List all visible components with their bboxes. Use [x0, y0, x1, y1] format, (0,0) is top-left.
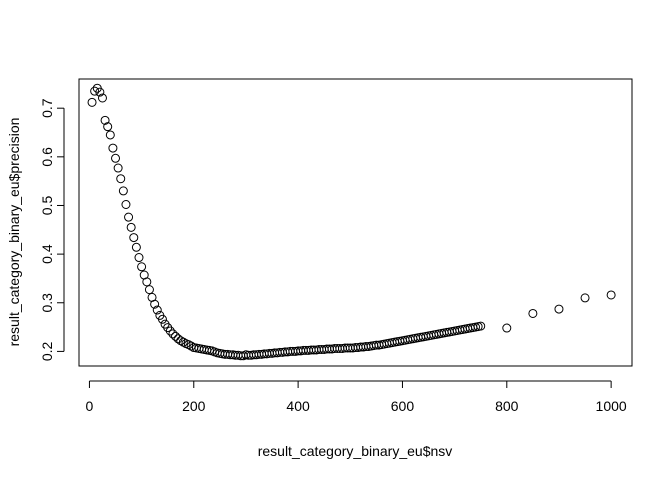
- data-point: [118, 186, 128, 196]
- data-point: [103, 122, 113, 132]
- data-point: [502, 323, 512, 333]
- data-point: [129, 233, 139, 243]
- y-tick-label: 0.6: [39, 147, 55, 167]
- data-point: [528, 308, 538, 318]
- x-axis-title: result_category_binary_eu$nsv: [258, 443, 453, 459]
- y-tick-label: 0.7: [39, 98, 55, 118]
- data-point: [90, 86, 100, 96]
- data-point: [97, 93, 107, 103]
- data-point: [150, 299, 160, 309]
- plot-frame: [78, 78, 633, 367]
- data-points: [87, 83, 616, 361]
- data-point: [184, 340, 194, 350]
- data-point: [87, 97, 97, 107]
- y-tick-label: 0.4: [39, 244, 55, 264]
- x-tick-label: 200: [182, 398, 206, 414]
- data-point: [606, 290, 616, 300]
- data-point: [152, 305, 162, 315]
- data-point: [176, 336, 186, 346]
- data-point: [186, 341, 196, 351]
- data-point: [157, 314, 167, 324]
- y-tick-label: 0.3: [39, 293, 55, 313]
- y-tick-label: 0.5: [39, 196, 55, 216]
- x-tick-label: 800: [495, 398, 519, 414]
- data-point: [476, 321, 486, 331]
- data-point: [111, 153, 121, 163]
- data-point: [116, 174, 126, 184]
- x-axis: 0 200 400 600 800 1000: [86, 380, 627, 414]
- y-axis: 0.2 0.3 0.4 0.5 0.6 0.7: [39, 98, 65, 361]
- data-point: [171, 331, 181, 341]
- x-tick-label: 400: [286, 398, 310, 414]
- data-point: [580, 293, 590, 303]
- data-point: [144, 285, 154, 295]
- data-point: [554, 304, 564, 314]
- data-point: [95, 87, 105, 97]
- data-point: [131, 242, 141, 252]
- data-point: [100, 115, 110, 125]
- data-point: [113, 163, 123, 173]
- data-point: [105, 130, 115, 140]
- data-point: [126, 222, 136, 232]
- data-point: [178, 337, 188, 347]
- data-point: [165, 326, 175, 336]
- data-point: [168, 329, 178, 339]
- data-point: [134, 253, 144, 263]
- data-point: [108, 143, 118, 153]
- y-axis-title: result_category_binary_eu$precision: [6, 118, 22, 347]
- x-tick-label: 600: [391, 398, 415, 414]
- x-tick-label: 0: [86, 398, 94, 414]
- data-point: [142, 277, 152, 287]
- x-tick-label: 1000: [596, 398, 627, 414]
- data-point: [137, 262, 147, 272]
- y-tick-label: 0.2: [39, 341, 55, 361]
- data-point: [124, 212, 134, 222]
- data-point: [121, 200, 131, 210]
